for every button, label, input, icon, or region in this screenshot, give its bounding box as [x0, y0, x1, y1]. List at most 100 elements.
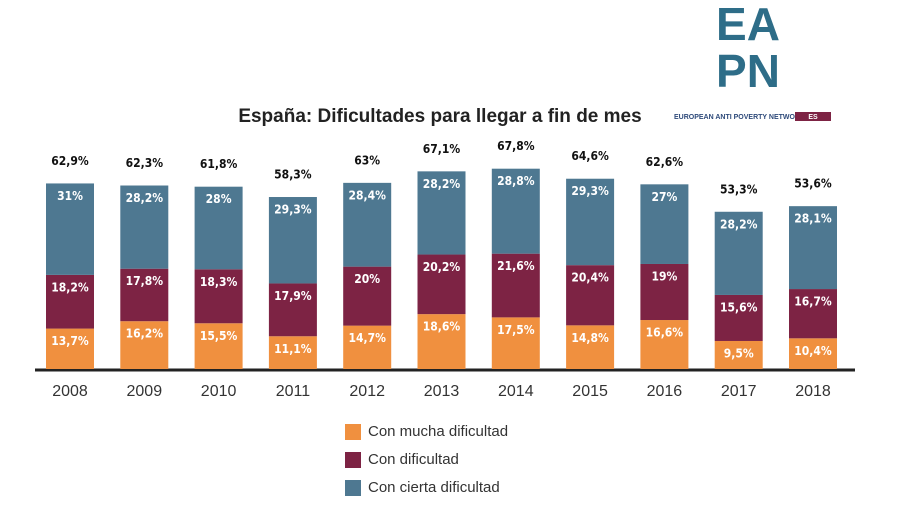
legend-label: Con mucha dificultad	[368, 423, 508, 440]
x-tick-label: 2018	[795, 383, 831, 400]
bar-segment	[640, 263, 689, 321]
segment-label: 28,2%	[126, 191, 164, 205]
bar-segment	[789, 338, 837, 369]
bar-segment	[194, 186, 243, 270]
segment-label: 28,8%	[497, 174, 535, 188]
segment-label: 29,3%	[274, 203, 312, 217]
bar-segment	[417, 314, 466, 369]
bar-segment	[46, 274, 94, 329]
bar-segment	[640, 184, 689, 264]
total-label: 62,3%	[126, 156, 164, 170]
bar-segment	[343, 325, 392, 369]
segment-label: 10,4%	[794, 344, 832, 358]
segment-label: 15,6%	[720, 300, 758, 314]
segment-label: 13,7%	[51, 334, 89, 348]
bar-segment	[194, 269, 243, 324]
segment-label: 9,5%	[724, 346, 754, 360]
x-tick-label: 2015	[572, 383, 608, 400]
segment-label: 20,2%	[423, 260, 461, 274]
total-label: 53,6%	[794, 177, 832, 191]
segment-label: 28,1%	[794, 212, 832, 226]
x-tick-label: 2016	[647, 383, 683, 400]
segment-label: 27%	[651, 190, 677, 204]
total-label: 63%	[354, 153, 380, 167]
segment-label: 31%	[57, 189, 83, 203]
segment-label: 17,8%	[126, 274, 164, 288]
segment-label: 11,1%	[274, 342, 312, 356]
total-label: 64,6%	[571, 149, 609, 163]
bar-segment	[491, 168, 540, 254]
logo-badge	[795, 112, 831, 121]
logo-line1: EA	[716, 0, 780, 50]
segment-label: 18,6%	[423, 320, 461, 334]
bar-segment	[343, 182, 392, 267]
segment-label: 18,2%	[51, 280, 89, 294]
bar-segment	[714, 340, 763, 369]
logo-line2: PN	[716, 45, 780, 97]
bar-segment	[491, 253, 540, 318]
total-label: 53,3%	[720, 182, 758, 196]
segment-label: 15,5%	[200, 329, 238, 343]
bar-segment	[194, 323, 243, 369]
segment-label: 16,6%	[646, 326, 684, 340]
total-label: 61,8%	[200, 157, 238, 171]
bar-segment	[714, 294, 763, 341]
bar-segment	[417, 254, 466, 315]
x-tick-label: 2009	[127, 383, 163, 400]
bar-segment	[714, 211, 763, 295]
bar-segment	[789, 206, 837, 290]
total-label: 67,8%	[497, 139, 535, 153]
segment-label: 21,6%	[497, 259, 535, 273]
segment-label: 29,3%	[571, 184, 609, 198]
segment-label: 28,4%	[348, 188, 386, 202]
segment-label: 14,8%	[571, 331, 609, 345]
x-tick-label: 2010	[201, 383, 237, 400]
legend-label: Con cierta dificultad	[368, 479, 500, 496]
bar-segment	[120, 185, 169, 269]
bar-segment	[120, 321, 169, 369]
bar-segment	[566, 178, 615, 266]
bar-segment	[268, 283, 317, 337]
logo-country: ES	[808, 114, 818, 121]
segment-label: 28,2%	[423, 177, 461, 191]
bar-segment	[46, 328, 94, 369]
legend-swatch	[345, 480, 361, 496]
bar-segment	[566, 265, 615, 326]
bar-segment	[46, 183, 94, 275]
x-tick-label: 2013	[424, 383, 460, 400]
bar-segment	[417, 171, 466, 255]
total-label: 62,9%	[51, 154, 89, 168]
bar-segment	[640, 320, 689, 369]
segment-label: 16,2%	[126, 327, 164, 341]
segment-label: 28%	[206, 192, 232, 206]
total-label: 58,3%	[274, 168, 312, 182]
legend-label: Con dificultad	[368, 451, 459, 468]
segment-label: 20,4%	[571, 271, 609, 285]
x-tick-label: 2017	[721, 383, 757, 400]
bar-segment	[789, 289, 837, 339]
segment-label: 17,9%	[274, 289, 312, 303]
segment-label: 17,5%	[497, 323, 535, 337]
segment-label: 18,3%	[200, 275, 238, 289]
total-label: 67,1%	[423, 142, 461, 156]
x-tick-label: 2008	[52, 383, 88, 400]
segment-label: 20%	[354, 272, 380, 286]
segment-label: 14,7%	[348, 331, 386, 345]
bar-segment	[120, 268, 169, 322]
total-label: 62,6%	[646, 155, 684, 169]
chart-title: España: Dificultades para llegar a fin d…	[238, 106, 641, 127]
bar-segment	[343, 266, 392, 326]
x-tick-label: 2011	[276, 383, 311, 400]
x-tick-label: 2012	[349, 383, 385, 400]
segment-label: 28,2%	[720, 217, 758, 231]
x-tick-label: 2014	[498, 383, 534, 400]
segment-label: 19%	[651, 269, 677, 283]
legend-swatch	[345, 424, 361, 440]
bar-segment	[566, 325, 615, 369]
segment-label: 16,7%	[794, 295, 832, 309]
legend-swatch	[345, 452, 361, 468]
bar-segment	[491, 317, 540, 369]
bar-segment	[268, 336, 317, 369]
logo-network: EUROPEAN ANTI POVERTY NETWORK	[674, 114, 805, 121]
